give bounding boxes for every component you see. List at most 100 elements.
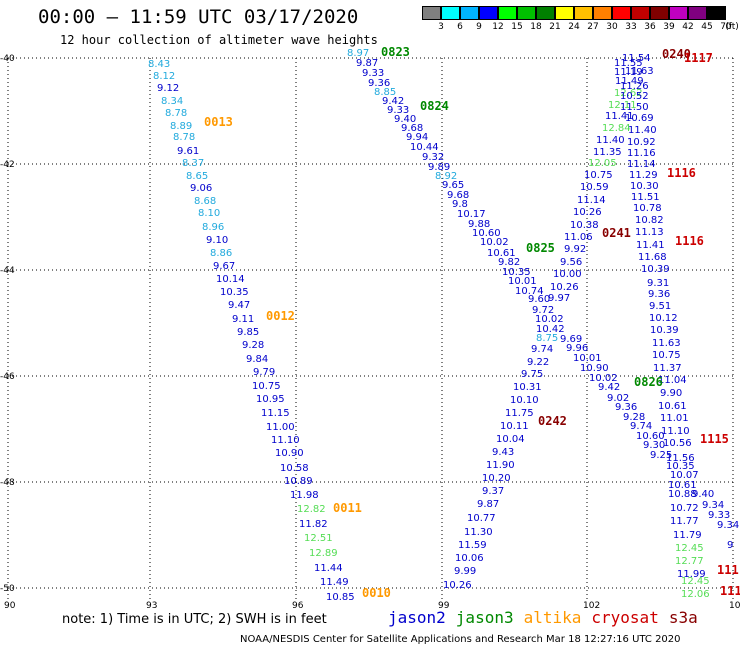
wave-height-reading: 11.82	[299, 519, 328, 530]
wave-height-reading: 11.04	[658, 375, 687, 386]
wave-height-reading: 10.90	[275, 448, 304, 459]
wave-height-reading: 10.02	[535, 314, 564, 325]
wave-height-reading: 11.35	[593, 147, 622, 158]
latitude-label: -46	[0, 372, 15, 382]
wave-height-reading: 9.34	[717, 520, 739, 531]
color-swatch	[669, 6, 688, 20]
longitude-label: 99	[438, 601, 450, 610]
wave-height-reading: 10.35	[666, 461, 695, 472]
wave-height-reading: 11.77	[670, 516, 699, 527]
wave-height-reading: 10.82	[635, 215, 664, 226]
color-scale-label: 39	[663, 22, 675, 32]
wave-height-reading: 9.8	[452, 199, 468, 210]
wave-height-reading: 10.42	[536, 324, 565, 335]
wave-height-reading: 9.28	[623, 412, 645, 423]
wave-height-reading: 8.12	[153, 71, 175, 82]
color-scale-label: 3	[438, 22, 444, 32]
wave-height-reading: 11.59	[458, 540, 487, 551]
wave-height-reading: 10.38	[570, 220, 599, 231]
color-swatch	[631, 6, 650, 20]
wave-height-reading: 9.43	[492, 447, 514, 458]
wave-height-reading: 9.32	[422, 152, 444, 163]
wave-height-reading: 10.75	[252, 381, 281, 392]
wave-height-reading: 9.30	[643, 440, 665, 451]
wave-height-reading: 9.40	[394, 114, 416, 125]
wave-height-reading: 9.42	[598, 382, 620, 393]
pass-label: 0824	[420, 99, 449, 113]
wave-height-reading: 9.87	[356, 58, 378, 69]
page-title: 00:00 – 11:59 UTC 03/17/2020	[38, 6, 359, 28]
wave-height-reading: 9.89	[428, 162, 450, 173]
pass-label: 0826	[634, 375, 663, 389]
wave-height-reading: 10.02	[480, 237, 509, 248]
wave-height-reading: 11.06	[564, 232, 593, 243]
wave-height-reading: 12.84	[602, 123, 631, 134]
color-scale-label: 42	[682, 22, 694, 32]
wave-height-reading: 9.33	[387, 105, 409, 116]
wave-height-reading: 11.40	[628, 125, 657, 136]
wave-height-reading: 10.02	[589, 373, 618, 384]
satellite-legend: jason2 jason3 altika cryosat s3a	[388, 608, 708, 627]
color-swatch	[650, 6, 669, 20]
wave-height-reading: 11.54	[622, 53, 651, 64]
wave-height-reading: 8.43	[148, 59, 170, 70]
longitude-label: 102	[583, 601, 600, 610]
longitude-label: 105	[729, 601, 740, 610]
axis-labels: -40 -42 -44 -46 -48 -50 90 93 96 99 102 105	[0, 54, 740, 610]
color-scale-label: 70	[720, 22, 732, 32]
color-scale-label: 33	[625, 22, 637, 32]
wave-height-reading: 9.94	[406, 132, 428, 143]
color-scale-label: 24	[568, 22, 580, 32]
wave-height-reading: 10.06	[455, 553, 484, 564]
wave-height-reading: 10.00	[553, 269, 582, 280]
legend-item-jason2: jason2	[388, 608, 446, 627]
wave-height-reading: 10.31	[513, 382, 542, 393]
wave-height-reading: 9.74	[630, 421, 652, 432]
wave-height-reading: 9.69	[560, 334, 582, 345]
wave-height-reading: 9.51	[649, 301, 671, 312]
color-scale-label: 21	[549, 22, 561, 32]
color-scale-label: 12	[492, 22, 504, 32]
wave-height-reading: 8.92	[435, 171, 457, 182]
wave-height-reading: 8.65	[186, 171, 208, 182]
map-grid	[7, 57, 734, 600]
wave-height-reading: 8.78	[173, 132, 195, 143]
footnote: note: 1) Time is in UTC; 2) SWH is in fe…	[62, 612, 327, 627]
wave-height-reading: 10.56	[663, 438, 692, 449]
wave-height-reading: 11.14	[577, 195, 606, 206]
wave-height-reading: 8.86	[210, 248, 232, 259]
wave-height-reading: 12.77	[675, 556, 704, 567]
wave-height-reading: 9.75	[521, 369, 543, 380]
wave-height-reading: 8.97	[347, 48, 369, 59]
wave-height-reading: 9	[727, 540, 733, 551]
wave-height-reading: 10.01	[508, 276, 537, 287]
pass-label: 111	[720, 584, 740, 598]
wave-height-reading: 10.72	[670, 503, 699, 514]
wave-height-reading: 9.33	[708, 510, 730, 521]
wave-height-reading: 10.35	[502, 267, 531, 278]
wave-height-reading: 10.59	[580, 182, 609, 193]
wave-height-reading: 8.75	[536, 333, 558, 344]
wave-height-reading: 12.11	[608, 100, 637, 111]
latitude-label: -44	[0, 266, 15, 276]
wave-height-reading: 9.10	[206, 235, 228, 246]
pass-label: 0823	[381, 45, 410, 59]
pass-label: 0012	[266, 309, 295, 323]
longitude-label: 96	[292, 601, 304, 610]
wave-height-reading: 10.69	[625, 113, 654, 124]
pass-label: 0242	[538, 414, 567, 428]
wave-height-reading: 12.62	[614, 88, 643, 99]
wave-height-reading: 9.67	[213, 261, 235, 272]
wave-height-reading: 9.42	[382, 96, 404, 107]
legend-item-jason3: jason3	[455, 608, 514, 627]
wave-height-reading: 11.49	[615, 76, 644, 87]
wave-height-reading: 10.58	[280, 463, 309, 474]
color-swatch	[593, 6, 612, 20]
wave-height-reading: 10.07	[670, 470, 699, 481]
wave-height-reading: 9.72	[532, 305, 554, 316]
wave-height-reading: 11.26	[620, 81, 649, 92]
wave-height-reading: 9.92	[564, 244, 586, 255]
wave-height-reading: 10.74	[515, 286, 544, 297]
wave-height-reading: 12.06	[681, 589, 710, 600]
wave-height-reading: 11.50	[620, 102, 649, 113]
